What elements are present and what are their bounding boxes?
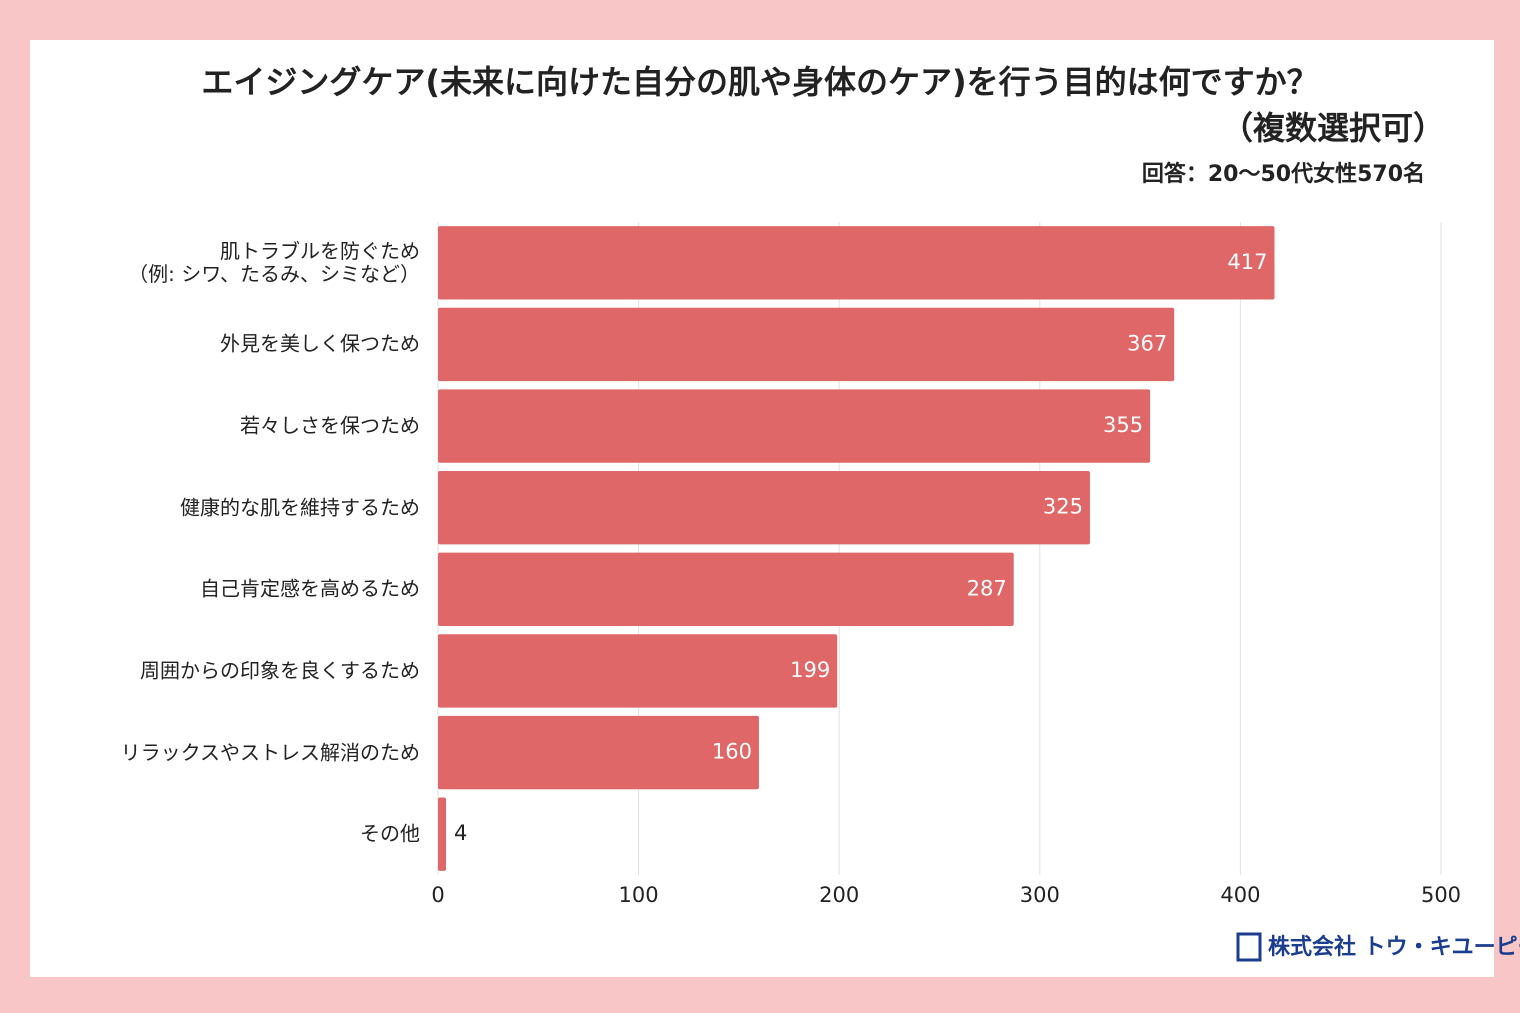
value-label: 367 xyxy=(1127,331,1167,355)
value-label: 355 xyxy=(1103,413,1143,437)
bar xyxy=(438,226,1275,300)
bar xyxy=(438,715,759,790)
value-label: 325 xyxy=(1043,495,1083,519)
x-tick-label: 200 xyxy=(819,883,859,907)
bar xyxy=(438,307,1175,382)
chart-note: 回答：20〜50代女性570名 xyxy=(1142,161,1425,187)
value-label: 160 xyxy=(712,740,752,764)
y-tick-label: 若々しさを保つため xyxy=(240,413,420,438)
value-label: 4 xyxy=(454,821,467,845)
bar xyxy=(438,797,447,871)
y-tick-label: その他 xyxy=(360,821,420,846)
bar xyxy=(438,552,1014,627)
x-tick-label: 100 xyxy=(619,883,659,907)
x-tick-label: 500 xyxy=(1421,883,1461,907)
value-label: 417 xyxy=(1227,250,1267,274)
y-tick-label: 健康的な肌を維持するため xyxy=(180,495,420,520)
bar xyxy=(438,470,1090,545)
chart-subtitle: （複数選択可） xyxy=(1221,109,1445,147)
chart-title: エイジングケア(未来に向けた自分の肌や身体のケア)を行う目的は何ですか？ xyxy=(201,63,1318,101)
y-tick-label: 外見を美しく保つため xyxy=(220,331,420,356)
y-tick-label: 周囲からの印象を良くするため xyxy=(140,658,420,683)
x-tick-label: 300 xyxy=(1020,883,1060,907)
y-tick-label: リラックスやストレス解消のため xyxy=(120,740,420,765)
logo-text: 株式会社 トウ・キユーピー xyxy=(1268,934,1520,960)
value-label: 199 xyxy=(790,658,830,682)
y-tick-label: 肌トラブルを防ぐため （例: シワ、たるみ、シミなど） xyxy=(128,238,420,286)
x-tick-label: 400 xyxy=(1220,883,1260,907)
bar xyxy=(438,634,838,708)
bar xyxy=(438,389,1151,463)
value-label: 287 xyxy=(967,576,1007,600)
x-tick-label: 0 xyxy=(431,883,444,907)
y-tick-label: 自己肯定感を高めるため xyxy=(200,576,420,601)
logo-icon xyxy=(1236,932,1262,962)
